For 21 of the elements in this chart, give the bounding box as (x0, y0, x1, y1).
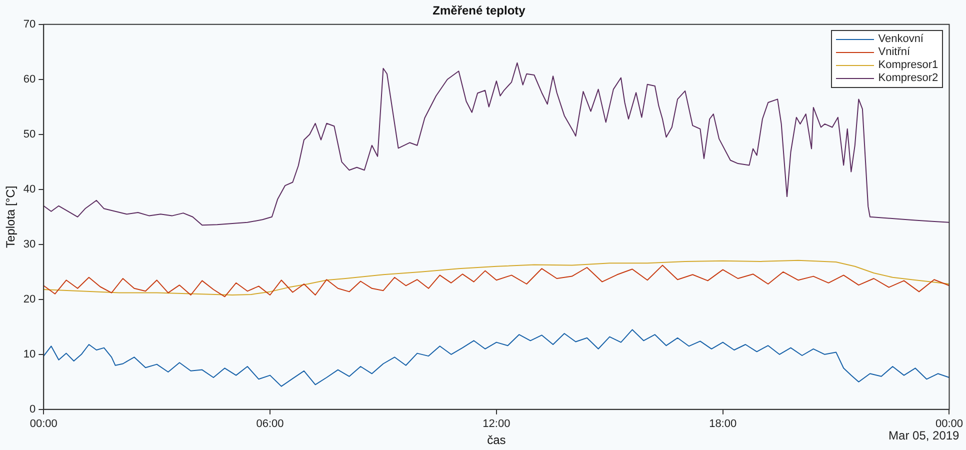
chart-title: Změřené teploty (432, 4, 526, 18)
y-tick-label: 0 (30, 403, 36, 416)
legend-label: Vnitřní (878, 46, 910, 60)
x-tick-label: 06:00 (256, 418, 284, 430)
x-tick-label: 18:00 (709, 418, 737, 430)
y-tick-label: 70 (23, 18, 36, 30)
y-tick-label: 30 (23, 238, 36, 250)
y-tick-label: 60 (23, 73, 36, 86)
y-tick-label: 20 (23, 293, 36, 306)
x-tick-label: 00:00 (935, 418, 963, 430)
y-tick-label: 50 (23, 128, 36, 140)
x-tick-label: 00:00 (30, 418, 58, 430)
y-tick-label: 10 (23, 348, 36, 360)
y-tick-label: 40 (23, 183, 36, 196)
legend-label: Kompresor1 (878, 59, 938, 72)
x-axis-title: čas (487, 433, 506, 448)
legend-label: Kompresor2 (878, 72, 938, 86)
x-tick-label: 12:00 (482, 418, 510, 430)
y-axis-title: Teplota [°C] (4, 186, 18, 248)
text: Mar 05, 2019 (888, 428, 960, 442)
legend-label: Venkovní (878, 33, 924, 46)
